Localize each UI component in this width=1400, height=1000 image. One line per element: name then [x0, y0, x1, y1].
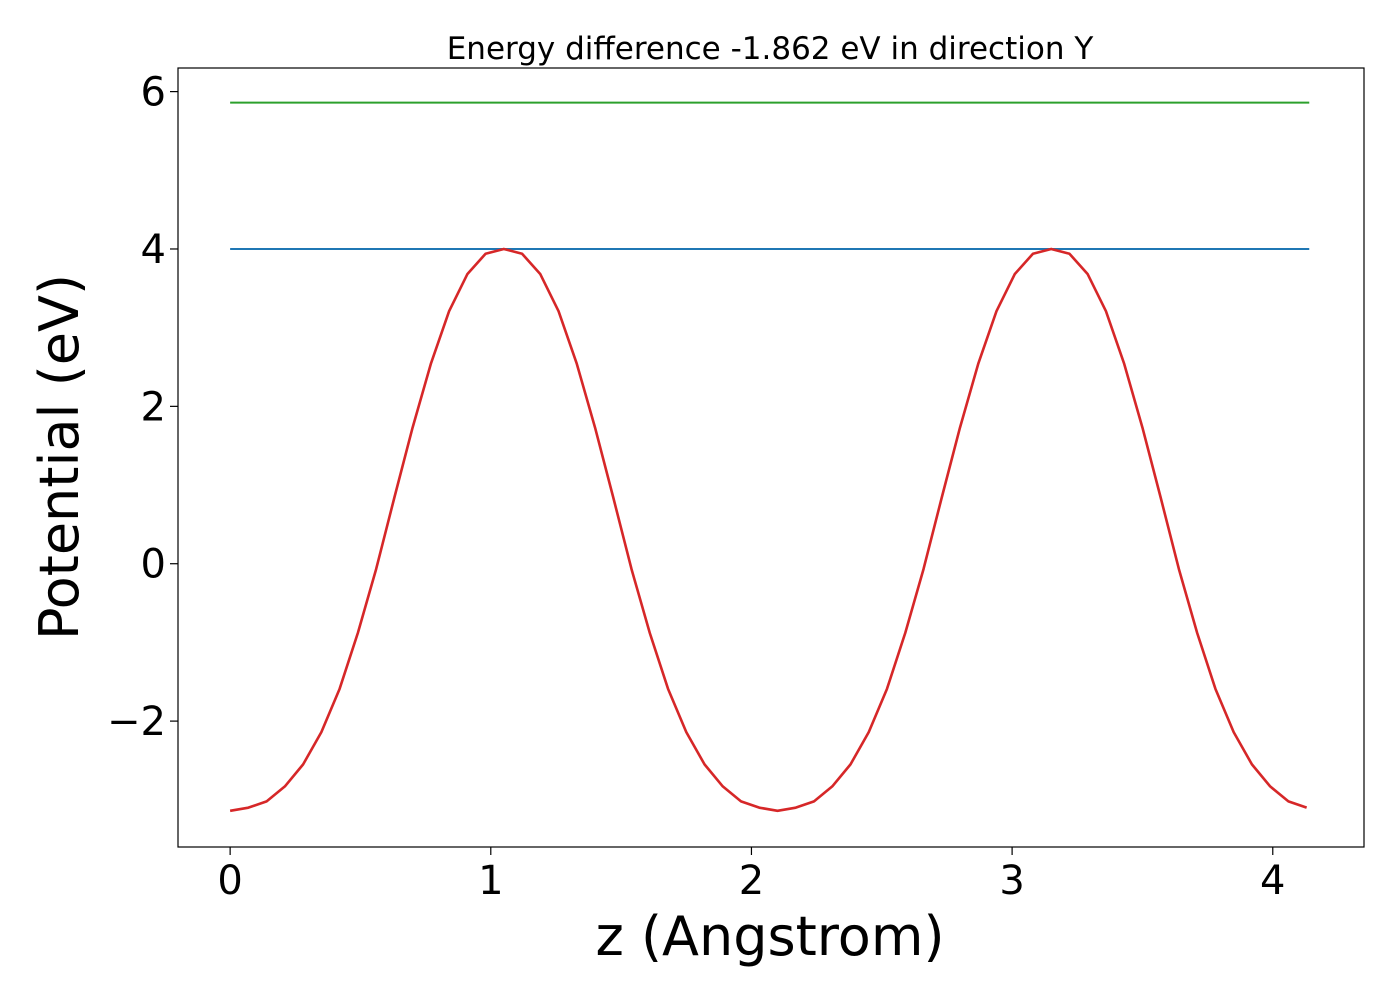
y-tick-label: 6: [141, 70, 166, 116]
plot-series-group: [229, 101, 1310, 813]
y-tick-label: 2: [141, 384, 166, 430]
y-axis-title: Potential (eV): [28, 274, 91, 640]
x-tick-label: 0: [217, 858, 242, 904]
x-tick-label: 1: [478, 858, 503, 904]
x-axis-title: z (Angstrom): [595, 905, 944, 968]
chart-title: Energy difference -1.862 eV in direction…: [447, 31, 1094, 67]
y-axis: −2 0 2 4 6: [107, 70, 178, 745]
x-tick-label: 4: [1260, 858, 1285, 904]
y-tick-label: −2: [107, 699, 166, 745]
y-tick-label: 4: [141, 227, 166, 273]
x-tick-label: 3: [999, 858, 1024, 904]
x-tick-label: 2: [739, 858, 764, 904]
plot-frame: [177, 67, 1365, 848]
x-axis: 0 1 2 3 4: [217, 847, 1285, 904]
y-tick-label: 0: [141, 542, 166, 588]
series-line-3: [229, 247, 1308, 813]
